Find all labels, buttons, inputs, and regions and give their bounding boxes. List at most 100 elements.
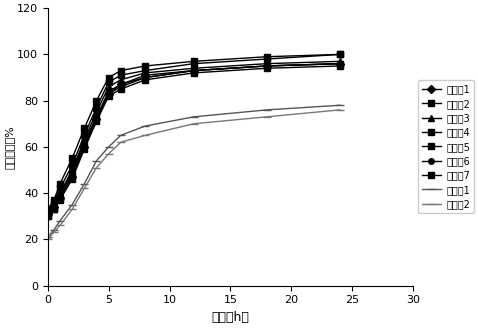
实施例7 xyxy=(337,52,343,56)
实施例7 xyxy=(69,156,75,160)
实施例2 xyxy=(142,69,148,72)
实施例6 xyxy=(94,115,99,119)
实施例4 xyxy=(51,207,57,211)
Line: 实施例2: 实施例2 xyxy=(44,51,343,215)
实施例1 xyxy=(106,92,111,96)
比较例2 xyxy=(57,223,63,227)
比较例2 xyxy=(142,133,148,137)
实施例4 xyxy=(106,90,111,93)
实施例1 xyxy=(69,175,75,179)
比较例2 xyxy=(264,115,270,119)
实施例5 xyxy=(106,94,111,98)
实施例2 xyxy=(118,73,124,77)
实施例3 xyxy=(57,191,63,195)
Line: 实施例4: 实施例4 xyxy=(44,60,343,220)
实施例6 xyxy=(264,64,270,68)
实施例6 xyxy=(142,75,148,79)
实施例1 xyxy=(94,117,99,121)
实施例6 xyxy=(51,205,57,209)
Line: 比较例2: 比较例2 xyxy=(43,106,344,243)
实施例1 xyxy=(118,82,124,86)
比较例2 xyxy=(69,207,75,211)
Line: 实施例7: 实施例7 xyxy=(44,51,343,213)
比较例2 xyxy=(51,231,57,235)
实施例1 xyxy=(337,62,343,66)
比较例1 xyxy=(337,103,343,107)
实施例2 xyxy=(51,200,57,204)
实施例3 xyxy=(118,78,124,82)
实施例2 xyxy=(264,57,270,61)
实施例4 xyxy=(69,173,75,176)
实施例1 xyxy=(51,205,57,209)
实施例5 xyxy=(337,64,343,68)
实施例1 xyxy=(57,196,63,200)
Line: 实施例6: 实施例6 xyxy=(45,61,343,217)
实施例2 xyxy=(106,80,111,84)
实施例7 xyxy=(57,182,63,186)
实施例7 xyxy=(142,64,148,68)
实施例7 xyxy=(51,198,57,202)
实施例5 xyxy=(69,177,75,181)
实施例4 xyxy=(337,62,343,66)
比较例1 xyxy=(106,145,111,149)
实施例2 xyxy=(81,133,87,137)
实施例2 xyxy=(57,187,63,191)
实施例2 xyxy=(94,106,99,110)
实施例5 xyxy=(94,119,99,123)
比较例2 xyxy=(45,237,51,241)
Line: 实施例5: 实施例5 xyxy=(44,62,343,220)
实施例6 xyxy=(45,212,51,216)
实施例3 xyxy=(142,71,148,75)
实施例7 xyxy=(94,99,99,103)
实施例6 xyxy=(81,140,87,144)
实施例5 xyxy=(51,207,57,211)
实施例6 xyxy=(106,92,111,96)
比较例2 xyxy=(118,140,124,144)
比较例2 xyxy=(191,122,197,126)
实施例3 xyxy=(51,203,57,207)
实施例3 xyxy=(337,59,343,63)
实施例3 xyxy=(69,168,75,172)
比较例1 xyxy=(45,235,51,239)
Line: 实施例1: 实施例1 xyxy=(45,61,343,217)
实施例4 xyxy=(142,75,148,79)
实施例4 xyxy=(118,82,124,86)
Y-axis label: 累计释放度%: 累计释放度% xyxy=(4,125,14,169)
实施例1 xyxy=(264,64,270,68)
实施例2 xyxy=(191,62,197,66)
实施例4 xyxy=(191,69,197,72)
比较例1 xyxy=(51,228,57,232)
实施例4 xyxy=(81,143,87,147)
实施例2 xyxy=(45,210,51,214)
实施例7 xyxy=(81,126,87,130)
实施例4 xyxy=(94,115,99,119)
实施例1 xyxy=(142,73,148,77)
比较例1 xyxy=(94,159,99,163)
实施例2 xyxy=(69,163,75,167)
实施例6 xyxy=(118,85,124,89)
实施例7 xyxy=(191,59,197,63)
实施例1 xyxy=(81,145,87,149)
比较例1 xyxy=(191,115,197,119)
实施例5 xyxy=(81,147,87,151)
实施例7 xyxy=(106,75,111,79)
实施例1 xyxy=(45,212,51,216)
实施例6 xyxy=(337,62,343,66)
比较例1 xyxy=(118,133,124,137)
实施例3 xyxy=(191,66,197,70)
实施例5 xyxy=(45,214,51,218)
比较例1 xyxy=(264,108,270,112)
实施例3 xyxy=(81,138,87,142)
Line: 比较例1: 比较例1 xyxy=(43,101,344,241)
比较例1 xyxy=(57,219,63,223)
实施例6 xyxy=(69,170,75,174)
比较例2 xyxy=(94,166,99,170)
X-axis label: 时间（h）: 时间（h） xyxy=(211,311,250,324)
实施例5 xyxy=(191,71,197,75)
比较例1 xyxy=(69,203,75,207)
实施例3 xyxy=(264,62,270,66)
实施例5 xyxy=(142,78,148,82)
实施例4 xyxy=(264,64,270,68)
比较例1 xyxy=(142,124,148,128)
实施例4 xyxy=(57,196,63,200)
